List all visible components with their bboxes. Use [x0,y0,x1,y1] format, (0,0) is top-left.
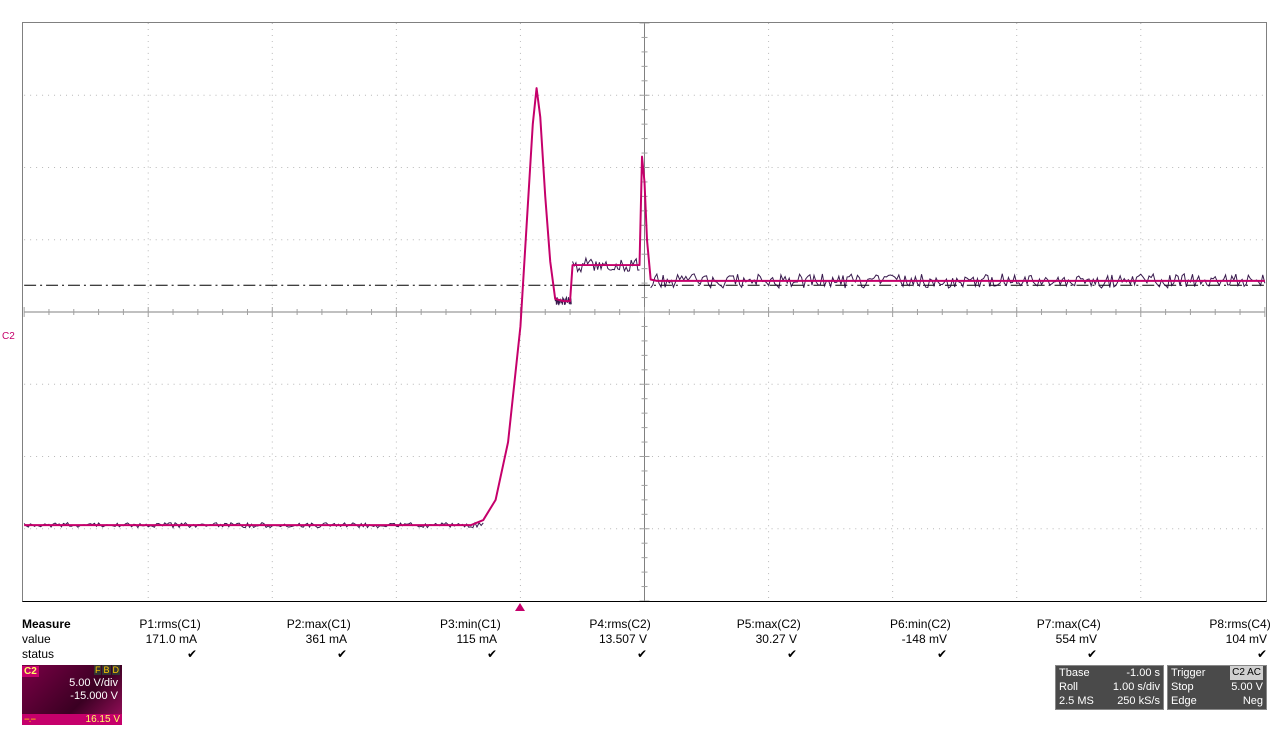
measure-col-value: 554 mV [967,632,1117,646]
channel-offset: -15.000 V [22,690,122,703]
channel-info-box[interactable]: C2 FBD 5.00 V/div -15.000 V --.-- 16.15 … [22,665,122,725]
measure-col-status: ✔ [67,647,217,661]
measure-col-name: P3:min(C1) [371,617,521,631]
measure-col-name: P8:rms(C4) [1121,617,1271,631]
trigger-title: Trigger [1171,666,1205,680]
measure-col-value: 104 mV [1117,632,1267,646]
measure-col-name: P6:min(C2) [821,617,971,631]
trigger-slope: Neg [1243,694,1263,708]
tbase-title: Tbase [1059,666,1090,680]
tbase-pos: -1.00 s [1126,666,1160,680]
measure-col-name: P1:rms(C1) [71,617,221,631]
tbase-mem: 2.5 MS [1059,694,1094,708]
measure-col-value: 361 mA [217,632,367,646]
channel-scale: 5.00 V/div [22,677,122,690]
plot-svg [23,23,1266,601]
channel-wave-icon: --.-- [24,714,35,725]
channel-id: C2 [22,666,39,677]
measure-col-status: ✔ [817,647,967,661]
tbase-rate: 250 kS/s [1117,694,1160,708]
bottom-panels: C2 FBD 5.00 V/div -15.000 V --.-- 16.15 … [22,665,1267,725]
measure-col-status: ✔ [517,647,667,661]
measure-col-name: P2:max(C1) [221,617,371,631]
measure-col-name: P7:max(C4) [971,617,1121,631]
timebase-box[interactable]: Tbase -1.00 s Roll 1.00 s/div 2.5 MS 250 kS… [1055,665,1164,710]
measure-col-status: ✔ [367,647,517,661]
measure-col-value: 115 mA [367,632,517,646]
measure-col-value: 171.0 mA [67,632,217,646]
measure-col-status: ✔ [1117,647,1267,661]
oscilloscope-plot [22,22,1267,602]
channel-tags: FBD [93,665,120,675]
measure-col-status: ✔ [217,647,367,661]
measure-col-status: ✔ [967,647,1117,661]
measure-value-label: value [22,632,67,646]
trigger-level: 5.00 V [1231,680,1263,694]
measure-col-status: ✔ [667,647,817,661]
channel-value: 16.15 V [86,714,120,725]
trigger-edge: Edge [1171,694,1197,708]
tbase-mode: Roll [1059,680,1078,694]
measure-col-value: -148 mV [817,632,967,646]
trigger-tags: C2 AC [1230,666,1263,680]
trigger-position-arrow-icon [515,603,525,611]
measurement-table: Measure P1:rms(C1)P2:max(C1)P3:min(C1)P4… [22,616,1267,661]
measure-col-value: 30.27 V [667,632,817,646]
measure-status-label: status [22,647,67,661]
trigger-mode: Stop [1171,680,1194,694]
trigger-box[interactable]: Trigger C2 AC Stop 5.00 V Edge Neg [1167,665,1267,710]
measure-header: Measure [22,617,71,631]
tbase-timediv: 1.00 s/div [1113,680,1160,694]
measure-col-name: P4:rms(C2) [521,617,671,631]
channel-c2-marker: C2 [2,331,15,342]
measure-col-name: P5:max(C2) [671,617,821,631]
measure-col-value: 13.507 V [517,632,667,646]
